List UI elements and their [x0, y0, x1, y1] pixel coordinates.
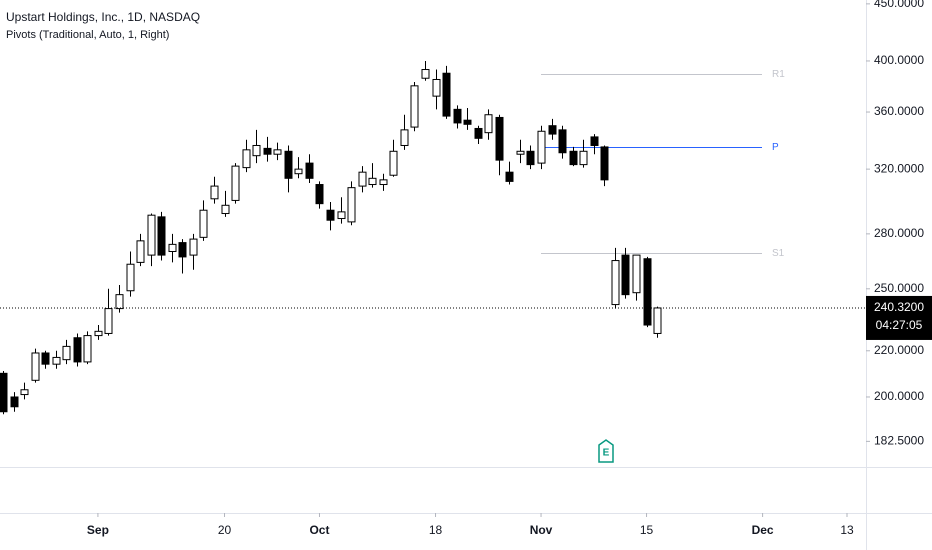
candle-body	[548, 125, 557, 135]
last-price-box	[866, 295, 932, 340]
candle-body	[115, 294, 124, 310]
candle-body	[168, 243, 177, 252]
candle-body	[569, 150, 578, 166]
candle-body	[189, 238, 198, 256]
candle-body	[210, 185, 219, 200]
x-tick-label: 13	[840, 523, 854, 537]
pivot-label: P	[772, 142, 779, 153]
candle-body	[400, 129, 409, 146]
candle-body	[178, 242, 187, 258]
y-tick-label: 220.0000	[874, 343, 924, 357]
candle-body	[590, 136, 599, 146]
candle-body	[358, 171, 367, 187]
candle-body	[558, 129, 567, 154]
countdown-label: 04:27:05	[876, 318, 923, 332]
y-tick-label: 360.0000	[874, 104, 924, 118]
candle-body	[516, 150, 525, 155]
candle-body	[653, 307, 662, 334]
earnings-label: E	[603, 448, 610, 459]
y-tick-label: 280.0000	[874, 226, 924, 240]
candle-body	[31, 352, 40, 381]
candle-body	[484, 114, 493, 134]
x-tick-label: Dec	[752, 523, 774, 537]
candle-body	[305, 162, 314, 179]
candle-body	[537, 130, 546, 164]
candle-body	[474, 127, 483, 139]
candle-body	[147, 214, 156, 256]
candle-body	[526, 150, 535, 166]
candle-body	[126, 263, 135, 292]
candle-body	[326, 209, 335, 221]
candle-body	[273, 149, 282, 155]
candle-body	[94, 330, 103, 337]
candle-body	[315, 184, 324, 205]
candle-body	[20, 389, 29, 396]
candle-body	[41, 352, 50, 365]
y-tick-label: 200.0000	[874, 389, 924, 403]
candle-body	[505, 171, 514, 182]
candle-body	[294, 168, 303, 175]
candle-body	[157, 216, 166, 256]
candle-body	[10, 396, 19, 408]
x-tick-label: 20	[218, 523, 232, 537]
candle-body	[379, 179, 388, 186]
candle-body	[389, 150, 398, 176]
x-tick-label: Nov	[530, 523, 553, 537]
candle-body	[442, 72, 451, 117]
last-price-label: 240.3200	[874, 300, 924, 314]
candle-body	[252, 144, 261, 157]
x-tick-label: Oct	[309, 523, 329, 537]
y-tick-label: 400.0000	[874, 53, 924, 67]
candle-body	[337, 211, 346, 220]
candle-body	[632, 254, 641, 294]
earnings-marker: E	[598, 439, 614, 463]
x-tick-label: Sep	[87, 523, 109, 537]
candle-body	[73, 337, 82, 363]
candle-body	[410, 85, 419, 128]
earnings-icon	[598, 439, 614, 463]
candle-body	[421, 69, 430, 79]
candle-body	[463, 119, 472, 125]
candle-body	[104, 308, 113, 334]
candle-body	[368, 177, 377, 186]
candle-body	[62, 345, 71, 361]
y-tick-label: 450.0000	[874, 0, 924, 10]
candle-body	[495, 116, 504, 161]
y-tick-label: 320.0000	[874, 161, 924, 175]
candle-body	[52, 356, 61, 365]
candle-body	[284, 150, 293, 179]
indicator-label: Pivots (Traditional, Auto, 1, Right)	[6, 29, 169, 41]
y-tick-label: 250.0000	[874, 281, 924, 295]
candle-body	[136, 240, 145, 263]
chart-title: Upstart Holdings, Inc., 1D, NASDAQ	[6, 10, 200, 24]
candle-body	[432, 78, 441, 97]
candle-body	[611, 260, 620, 306]
candle-body	[347, 187, 356, 223]
candle-body	[621, 254, 630, 296]
candle-body	[263, 147, 272, 155]
candle-body	[221, 204, 230, 215]
x-tick-label: 15	[640, 523, 654, 537]
x-tick-label: 18	[429, 523, 443, 537]
candle-body	[242, 149, 251, 169]
y-tick-label: 182.5000	[874, 434, 924, 448]
candle-body	[579, 150, 588, 166]
candle-body	[0, 372, 8, 413]
candle-body	[199, 209, 208, 238]
candle-body	[600, 146, 609, 181]
pivot-label: S1	[772, 248, 785, 259]
pivot-label: R1	[772, 69, 785, 80]
candle-body	[231, 165, 240, 201]
candle-body	[453, 108, 462, 124]
candle-body	[643, 258, 652, 326]
candle-body	[83, 335, 92, 363]
